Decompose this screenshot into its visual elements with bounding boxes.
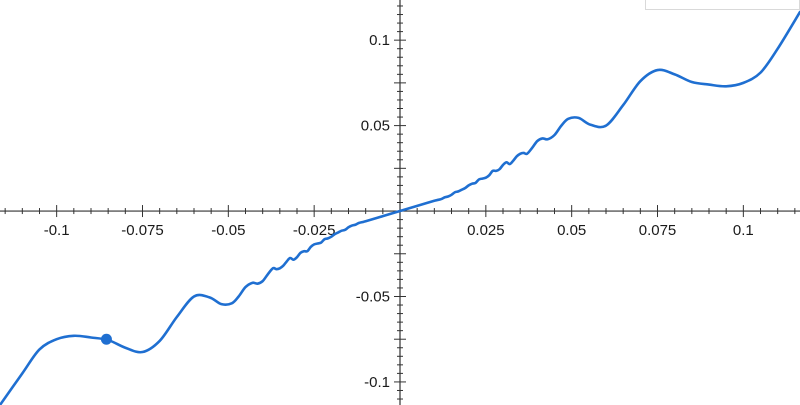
tick-labels: -0.1 -0.075 -0.05 -0.025 0.025 0.05 0.075 0.1 0.…	[44, 32, 754, 391]
x-tick-label: -0.1	[44, 222, 70, 239]
highlighted-point[interactable]	[100, 333, 112, 345]
y-tick-label: 0.1	[369, 32, 390, 49]
tick-marks	[4, 5, 796, 400]
legend-box	[645, 0, 800, 10]
x-tick-label: 0.075	[639, 222, 677, 239]
x-tick-label: -0.075	[121, 222, 164, 239]
point-layer	[100, 333, 112, 345]
series-layer	[0, 10, 800, 405]
x-tick-label: -0.025	[293, 222, 336, 239]
x-tick-label: 0.05	[557, 222, 586, 239]
y-tick-label: -0.05	[356, 288, 390, 305]
x-tick-label: -0.05	[211, 222, 245, 239]
series-line-0	[0, 10, 800, 405]
x-tick-label: 0.1	[733, 222, 754, 239]
x-tick-label: 0.025	[467, 222, 505, 239]
y-tick-label: -0.1	[364, 374, 390, 391]
y-tick-label: 0.05	[361, 118, 390, 135]
